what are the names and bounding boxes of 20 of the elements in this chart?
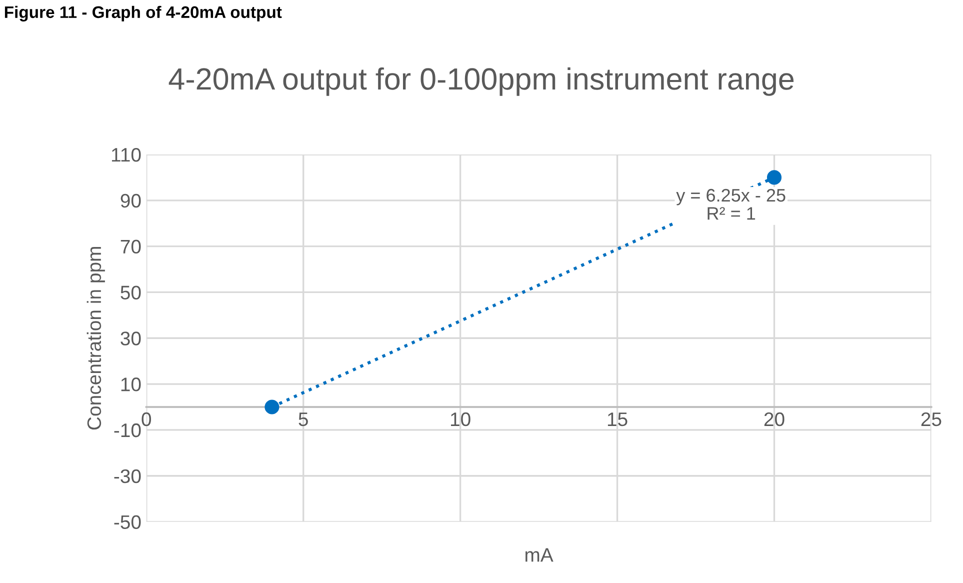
x-axis-title: mA [526, 548, 554, 562]
y-tick-label: -50 [114, 515, 141, 530]
x-tick-label: 15 [608, 412, 628, 426]
caption: Figure 11 - Graph of 4-20mA output [4, 6, 282, 22]
y-tick-label: 30 [120, 332, 141, 346]
annotation: y = 6.25x - 25 R² = 1 [676, 188, 786, 220]
y-tick-label: -30 [114, 469, 141, 484]
chart-title: 4-20mA output for 0-100ppm instrument range [168, 67, 794, 96]
y-tick-label: 50 [120, 286, 141, 300]
x-tick-label: 5 [298, 412, 308, 426]
x-tick-label: 0 [142, 412, 152, 426]
y-tick-label: 90 [120, 194, 141, 208]
y-tick-label: -10 [114, 423, 141, 438]
y-tick-label: 110 [112, 148, 141, 162]
y-tick-label: 70 [120, 240, 141, 254]
x-tick-label: 25 [921, 412, 942, 426]
x-tick-label: 10 [450, 412, 470, 426]
y-axis-title: Concentration in ppm [86, 247, 105, 430]
x-tick-label: 20 [764, 412, 784, 426]
y-tick-label: 10 [121, 378, 141, 392]
